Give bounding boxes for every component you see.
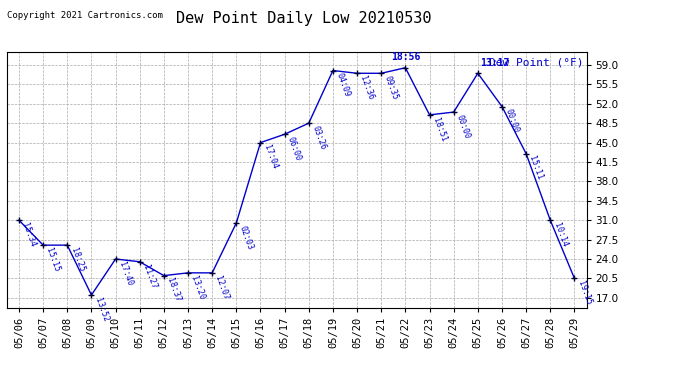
Text: 17:40: 17:40	[117, 260, 134, 287]
Text: 15:34: 15:34	[21, 222, 37, 248]
Text: 15:11: 15:11	[528, 155, 544, 182]
Text: 09:35: 09:35	[383, 75, 400, 101]
Text: 15:15: 15:15	[45, 246, 61, 273]
Text: Copyright 2021 Cartronics.com: Copyright 2021 Cartronics.com	[7, 11, 163, 20]
Text: 03:26: 03:26	[310, 124, 327, 151]
Text: 11:27: 11:27	[141, 263, 158, 290]
Text: Dew Point Daily Low 20210530: Dew Point Daily Low 20210530	[176, 11, 431, 26]
Text: 18:51: 18:51	[431, 116, 448, 143]
Text: 10:14: 10:14	[552, 222, 569, 248]
Text: 13:52: 13:52	[93, 296, 110, 323]
Text: 18:56: 18:56	[391, 52, 420, 62]
Text: 00:00: 00:00	[504, 108, 520, 135]
Text: 04:09: 04:09	[335, 72, 351, 99]
Text: 12:07: 12:07	[214, 274, 230, 301]
Text: 12:36: 12:36	[359, 75, 375, 101]
Text: 02:03: 02:03	[238, 224, 255, 251]
Text: 19:15: 19:15	[576, 280, 593, 306]
Text: 13:17: 13:17	[481, 58, 510, 68]
Text: 18:37: 18:37	[166, 277, 182, 304]
Text: Dew Point (°F): Dew Point (°F)	[489, 58, 584, 68]
Text: 00:00: 00:00	[455, 114, 472, 140]
Text: 17:04: 17:04	[262, 144, 279, 171]
Text: 18:25: 18:25	[69, 246, 86, 273]
Text: 13:20: 13:20	[190, 274, 206, 301]
Text: 06:00: 06:00	[286, 136, 303, 162]
